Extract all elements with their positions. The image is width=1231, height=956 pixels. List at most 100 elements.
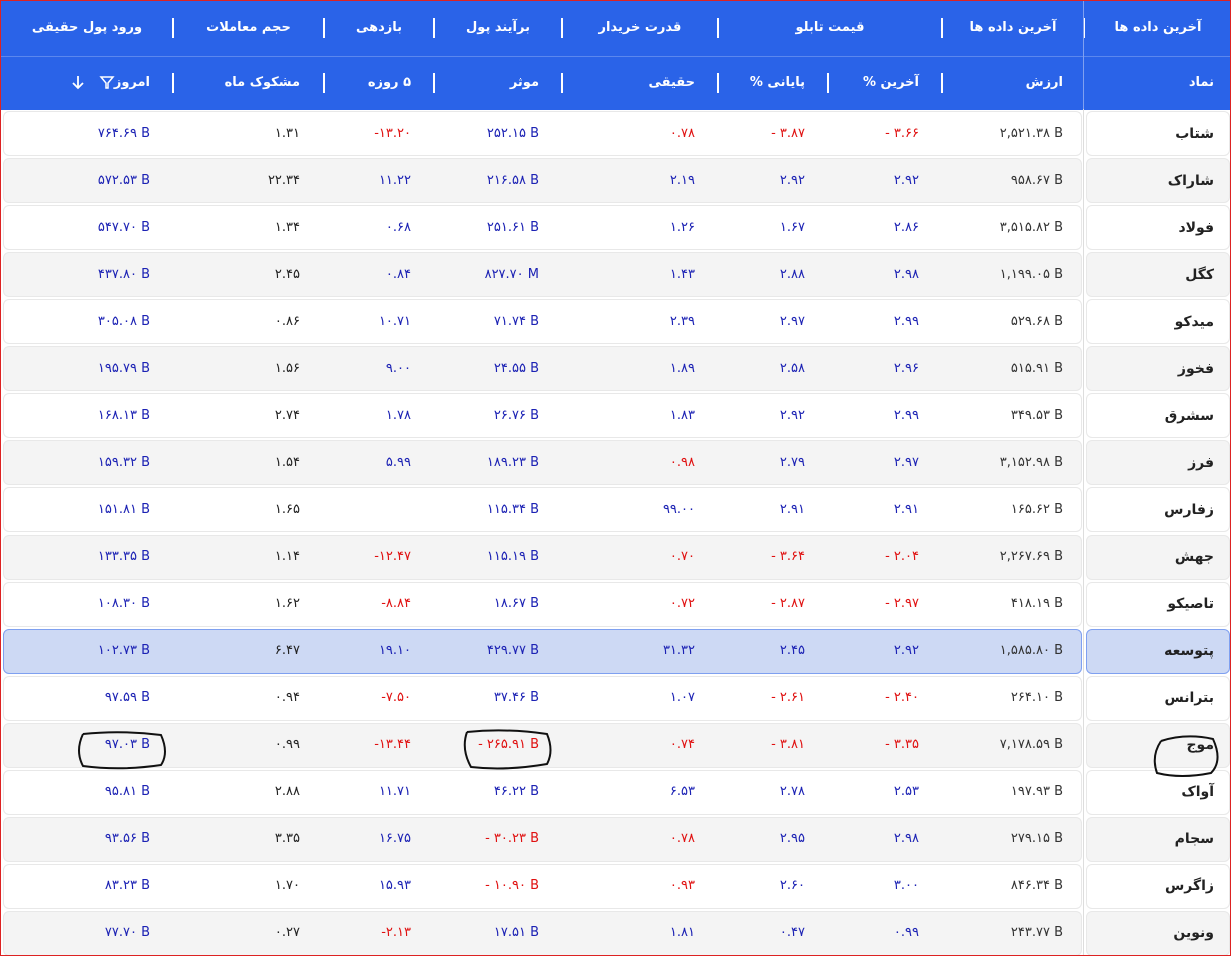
- header-separator: [941, 18, 943, 38]
- data-cell: ۹۷.۰۳ B: [104, 737, 150, 753]
- group-header: قدرت خریدار: [598, 20, 682, 35]
- data-cell: ۱.۳۴: [274, 219, 300, 235]
- symbol: جهش: [1174, 549, 1214, 566]
- data-cell: ۱۱۵.۳۴ B: [486, 501, 539, 517]
- data-cell: ۰.۴۷: [779, 925, 805, 941]
- data-cell: ۱۳۳.۳۵ B: [97, 549, 150, 565]
- row: [3, 252, 1082, 298]
- symbol: پتوسعه: [1164, 643, 1214, 660]
- data-cell: ۱۰.۷۱: [378, 313, 411, 329]
- symbol-cell: [1086, 158, 1230, 204]
- data-cell: ۰.۸۴: [385, 266, 411, 282]
- data-cell: ۳.۰۰: [893, 878, 919, 894]
- data-cell: ۲.۷۸: [779, 784, 805, 800]
- symbol: زفارس: [1164, 501, 1214, 518]
- data-cell: - ۳۰.۲۳ B: [485, 831, 539, 847]
- data-cell: ۰.۶۸: [385, 219, 411, 235]
- column-header: پایانی %: [749, 75, 805, 90]
- symbol: بترانس: [1164, 690, 1214, 707]
- data-cell: ۱.۴۳: [669, 266, 695, 282]
- data-cell: ۲.۹۹: [893, 313, 919, 329]
- data-cell: ۱۹.۱۰: [378, 643, 411, 659]
- group-header: آخرین داده ها: [1114, 20, 1202, 35]
- symbol-cell: [1086, 534, 1230, 580]
- symbol: موج: [1186, 737, 1214, 754]
- data-cell: ۲۴.۵۵ B: [493, 360, 539, 376]
- data-cell: ۰.۷۸: [669, 831, 695, 847]
- data-cell: ۰.۷۸: [669, 125, 695, 141]
- row: [3, 722, 1082, 768]
- data-cell: ۱۶.۷۵: [378, 831, 411, 847]
- data-cell: ۱۶۵.۶۲ B: [1010, 501, 1063, 517]
- header-separator: [827, 73, 829, 93]
- data-cell: - ۲.۶۱: [771, 690, 805, 706]
- data-cell: ۱.۳۱: [274, 125, 300, 141]
- symbol: کگل: [1185, 266, 1214, 283]
- data-cell: ۱.۷۰: [274, 878, 300, 894]
- row: [3, 299, 1082, 345]
- data-cell: ۲.۹۸: [893, 266, 919, 282]
- symbol: فرز: [1188, 454, 1214, 471]
- column-header: نماد: [1188, 75, 1214, 90]
- data-cell: -۱۲.۴۷: [374, 549, 411, 565]
- header-separator: [172, 73, 174, 93]
- data-cell: ۱.۱۴: [274, 549, 300, 565]
- data-cell: ۳۰۵.۰۸ B: [97, 313, 150, 329]
- data-cell: ۱۱.۲۲: [378, 172, 411, 188]
- header-separator: [1083, 18, 1085, 38]
- column-header: حقیقی: [648, 75, 695, 90]
- data-cell: ۲.۸۸: [779, 266, 805, 282]
- data-cell: ۱۰۲.۷۳ B: [97, 643, 150, 659]
- symbol: شاراک: [1167, 172, 1214, 189]
- group-header-row: [1, 1, 1230, 56]
- data-cell: ۱۱.۷۱: [378, 784, 411, 800]
- data-cell: ۳,۵۱۵.۸۲ B: [999, 219, 1063, 235]
- data-cell: -۷.۵۰: [381, 690, 411, 706]
- data-cell: - ۳.۳۵: [885, 737, 919, 753]
- group-header: بازدهی: [355, 20, 403, 35]
- data-cell: ۲۱۶.۵۸ B: [486, 172, 539, 188]
- data-cell: ۱.۸۳: [669, 407, 695, 423]
- symbol: ونوین: [1173, 925, 1214, 942]
- data-cell: ۲.۵۳: [893, 784, 919, 800]
- data-cell: ۸۳.۲۳ B: [104, 878, 150, 894]
- data-cell: - ۳.۸۷: [771, 125, 805, 141]
- data-cell: ۲.۹۱: [779, 501, 805, 517]
- data-cell: ۳,۱۵۲.۹۸ B: [999, 454, 1063, 470]
- data-cell: ۹۵.۸۱ B: [104, 784, 150, 800]
- symbol-cell: [1086, 628, 1230, 674]
- header-separator: [561, 73, 563, 93]
- data-cell: ۰.۸۶: [274, 313, 300, 329]
- data-cell: ۵۴۷.۷۰ B: [97, 219, 150, 235]
- data-cell: ۴۱۸.۱۹ B: [1010, 596, 1063, 612]
- column-header: مشکوک ماه: [224, 75, 300, 90]
- sort-filter-icons[interactable]: [67, 73, 117, 93]
- header-separator: [717, 18, 719, 38]
- data-cell: -۲.۱۳: [381, 925, 411, 941]
- data-cell: ۵۷۲.۵۳ B: [97, 172, 150, 188]
- data-cell: ۹۷.۵۹ B: [104, 690, 150, 706]
- data-cell: ۱.۰۷: [669, 690, 695, 706]
- column-header-row: [1, 56, 1230, 110]
- symbol-cell: [1086, 581, 1230, 627]
- data-cell: - ۲.۸۷: [771, 596, 805, 612]
- header-separator: [323, 73, 325, 93]
- data-cell: ۲.۷۴: [274, 407, 300, 423]
- data-cell: ۱۶۸.۱۳ B: [97, 407, 150, 423]
- data-cell: ۱.۵۴: [274, 454, 300, 470]
- data-cell: ۰.۷۰: [669, 549, 695, 565]
- data-cell: ۲.۹۲: [779, 172, 805, 188]
- column-header: ارزش: [1025, 75, 1063, 90]
- group-header: برآیند پول: [466, 20, 530, 35]
- symbol: میدکو: [1174, 313, 1214, 330]
- symbol-cell: [1086, 816, 1230, 862]
- header-separator: [323, 18, 325, 38]
- data-cell: ۱۹۷.۹۳ B: [1010, 784, 1063, 800]
- symbol: زاگرس: [1164, 878, 1214, 895]
- data-cell: ۱۵.۹۳: [378, 878, 411, 894]
- data-cell: ۳۷.۴۶ B: [493, 690, 539, 706]
- symbol-cell: [1086, 487, 1230, 533]
- data-cell: ۲.۹۵: [779, 831, 805, 847]
- column-header: موثر: [509, 75, 539, 90]
